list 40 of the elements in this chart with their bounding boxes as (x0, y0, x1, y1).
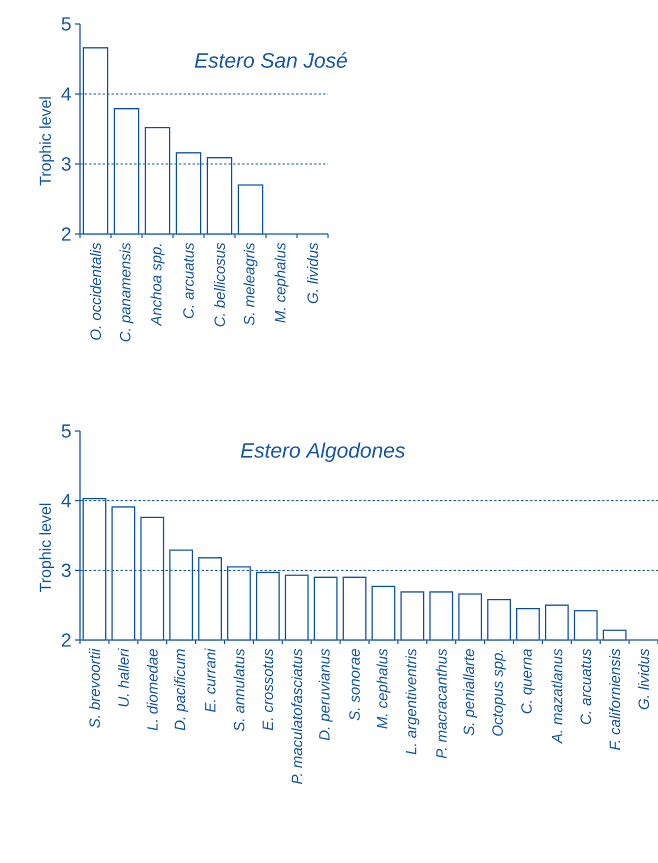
x-tick-label: A. mazatlanus (551, 648, 562, 744)
x-tick-label: C. arcuatus (580, 648, 592, 724)
y-tick-label: 5 (62, 17, 71, 31)
x-tick-label: S. annulatus (233, 648, 244, 732)
x-tick-label: C. arcuatus (183, 242, 194, 318)
x-tick-label: Anchoa spp. (150, 244, 164, 326)
x-tick-label: C. querna (521, 649, 535, 714)
x-tick-label: Octopus spp. (492, 650, 506, 736)
x-tick-label: S. sonorae (349, 649, 360, 720)
y-tick-label: 4 (61, 88, 71, 101)
y-tick-label: 2 (62, 227, 71, 241)
x-tick-label: L. diomedae (146, 649, 158, 730)
x-tick-label: S. peniallarte (463, 649, 478, 736)
y-tick-label: 4 (61, 494, 71, 508)
x-tick-label: S. meleagris (244, 242, 258, 326)
x-tick-label: U. halleri (118, 648, 129, 706)
x-tick-label: M. cephalus (376, 648, 390, 729)
x-tick-label: M. cephalus (274, 242, 288, 323)
x-tick-label: E. crossotus (262, 648, 274, 730)
y-tick-label: 2 (62, 633, 71, 647)
x-tick-label: D. pacificum (174, 649, 188, 730)
x-tick-label: C. bellicosus (214, 242, 225, 326)
x-tick-label: F. californiensis (609, 648, 620, 750)
x-tick-label: C. panamensis (120, 242, 134, 342)
x-tick-label: G. lividus (638, 648, 650, 710)
x-tick-label: P. maculatofasciatus (291, 648, 302, 784)
x-tick-label: G. lividus (307, 242, 318, 304)
text: Estero Algodones (240, 442, 405, 462)
x-tick-label: L. argentiventris (405, 648, 420, 754)
y-axis-title: Trophic level (39, 97, 54, 186)
y-tick-label: 3 (62, 564, 71, 578)
x-tick-label: O. occidentalis (90, 242, 101, 340)
y-axis-title: Trophic level (39, 504, 54, 592)
x-tick-label: S. brevoortii (88, 648, 100, 728)
y-tick-label: 3 (62, 157, 71, 171)
x-tick-label: E. currani (204, 648, 216, 712)
x-tick-label: D. peruvianus (318, 648, 333, 740)
x-tick-label: P. macracanthus (436, 648, 447, 758)
text: Estero San José (194, 52, 347, 68)
y-tick-label: 5 (62, 424, 71, 438)
